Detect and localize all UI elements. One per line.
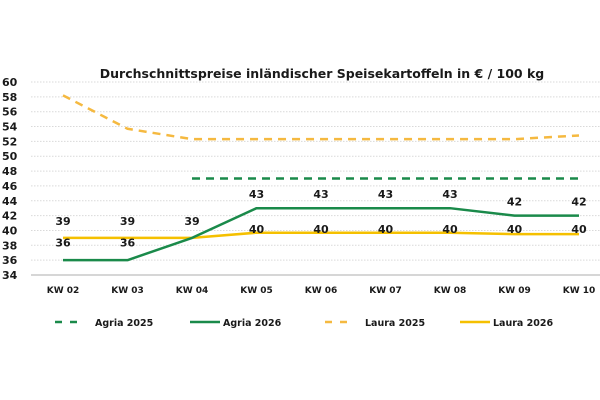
data-label: 40 xyxy=(571,223,587,236)
data-label: 40 xyxy=(442,223,458,236)
y-tick-label: 38 xyxy=(2,239,17,252)
legend-item: Laura 2025 xyxy=(325,318,425,329)
legend-label: Laura 2026 xyxy=(493,318,553,329)
data-label: 36 xyxy=(120,236,136,249)
data-label: 42 xyxy=(571,196,586,209)
y-tick-label: 56 xyxy=(2,106,18,119)
data-labels: 36 36 43 43 43 43 42 42 39 39 39 40 40 40 40 40 40 xyxy=(55,188,587,249)
data-label: 40 xyxy=(313,223,329,236)
y-tick-label: 42 xyxy=(2,210,17,223)
y-tick-label: 58 xyxy=(2,91,17,104)
x-tick-label: KW 10 xyxy=(563,286,596,296)
x-tick-label: KW 06 xyxy=(305,286,338,296)
data-label: 43 xyxy=(378,188,393,201)
legend-label: Agria 2026 xyxy=(223,318,282,329)
legend-label: Agria 2025 xyxy=(95,318,153,329)
legend-item: Laura 2026 xyxy=(460,318,553,329)
data-label: 40 xyxy=(378,223,394,236)
series-line-laura-2025 xyxy=(62,94,580,141)
data-label: 43 xyxy=(442,188,457,201)
x-tick-label: KW 04 xyxy=(176,286,209,296)
data-label: 36 xyxy=(55,236,71,249)
y-tick-label: 34 xyxy=(2,269,18,282)
y-tick-label: 46 xyxy=(2,180,18,193)
y-tick-label: 50 xyxy=(2,150,18,163)
y-tick-label: 36 xyxy=(2,254,18,267)
data-label: 39 xyxy=(55,215,70,228)
data-label: 42 xyxy=(507,196,522,209)
data-label: 43 xyxy=(249,188,264,201)
x-tick-label: KW 02 xyxy=(47,286,80,296)
legend: Agria 2025 Agria 2026 Laura 2025 Laura 2026 xyxy=(55,318,553,329)
series-line-laura-2026 xyxy=(63,231,579,240)
data-label: 40 xyxy=(249,223,265,236)
y-tick-label: 54 xyxy=(2,121,18,134)
x-tick-label: KW 05 xyxy=(240,286,273,296)
data-label: 40 xyxy=(507,223,523,236)
series-line-agria-2026 xyxy=(63,206,579,262)
legend-label: Laura 2025 xyxy=(365,318,425,329)
legend-item: Agria 2025 xyxy=(55,318,153,329)
chart-title: Durchschnittspreise inländischer Speisek… xyxy=(100,66,544,81)
x-axis-ticks: KW 02 KW 03 KW 04 KW 05 KW 06 KW 07 KW 08 KW 09… xyxy=(47,286,596,296)
y-tick-label: 40 xyxy=(2,224,18,237)
y-tick-label: 44 xyxy=(2,195,18,208)
legend-item: Agria 2026 xyxy=(190,318,282,329)
data-label: 39 xyxy=(184,215,199,228)
x-tick-label: KW 03 xyxy=(111,286,144,296)
x-tick-label: KW 08 xyxy=(434,286,467,296)
x-tick-label: KW 09 xyxy=(498,286,531,296)
y-tick-label: 60 xyxy=(2,76,18,89)
series-lines xyxy=(62,94,580,262)
x-tick-label: KW 07 xyxy=(369,286,402,296)
y-tick-label: 52 xyxy=(2,135,17,148)
data-label: 43 xyxy=(313,188,328,201)
y-tick-label: 48 xyxy=(2,165,17,178)
data-label: 39 xyxy=(120,215,135,228)
